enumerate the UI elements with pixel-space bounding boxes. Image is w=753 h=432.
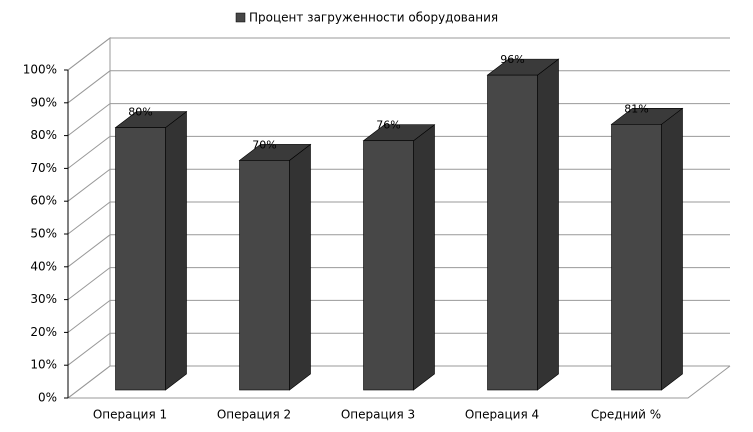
y-tick-label: 80%	[30, 128, 57, 142]
y-tick-label: 90%	[30, 95, 57, 109]
legend-label: Процент загруженности оборудования	[249, 11, 498, 25]
x-tick-label: Операция 1	[93, 408, 167, 422]
y-tick-label: 20%	[30, 325, 57, 339]
bar-side	[661, 107, 683, 391]
bar-side	[537, 58, 559, 391]
value-label: 81%	[624, 102, 648, 115]
value-label: 76%	[376, 119, 400, 132]
legend-swatch	[235, 12, 246, 23]
x-tick-label: Операция 3	[341, 408, 415, 422]
floor	[68, 365, 731, 399]
x-tick-label: Операция 4	[465, 408, 539, 422]
bar	[239, 160, 290, 391]
bar	[487, 74, 538, 391]
bar	[611, 124, 662, 391]
bar-side	[289, 143, 311, 391]
y-tick-label: 10%	[30, 358, 57, 372]
y-tick-label: 60%	[30, 194, 57, 208]
bar-side	[413, 124, 435, 391]
bar	[363, 140, 414, 391]
y-tick-label: 30%	[30, 292, 57, 306]
grid-line	[67, 70, 730, 104]
bar	[115, 127, 166, 391]
x-tick-label: Операция 2	[217, 408, 291, 422]
value-label: 96%	[500, 53, 524, 66]
y-tick-label: 100%	[23, 63, 57, 77]
y-tick-label: 40%	[30, 259, 57, 273]
grid-line	[67, 37, 730, 71]
bar-side	[165, 110, 187, 391]
value-label: 80%	[128, 106, 152, 119]
y-tick-label: 70%	[30, 161, 57, 175]
value-label: 70%	[252, 138, 276, 151]
y-tick-label: 50%	[30, 227, 57, 241]
x-tick-label: Средний %	[591, 408, 661, 422]
y-tick-label: 0%	[38, 391, 57, 405]
